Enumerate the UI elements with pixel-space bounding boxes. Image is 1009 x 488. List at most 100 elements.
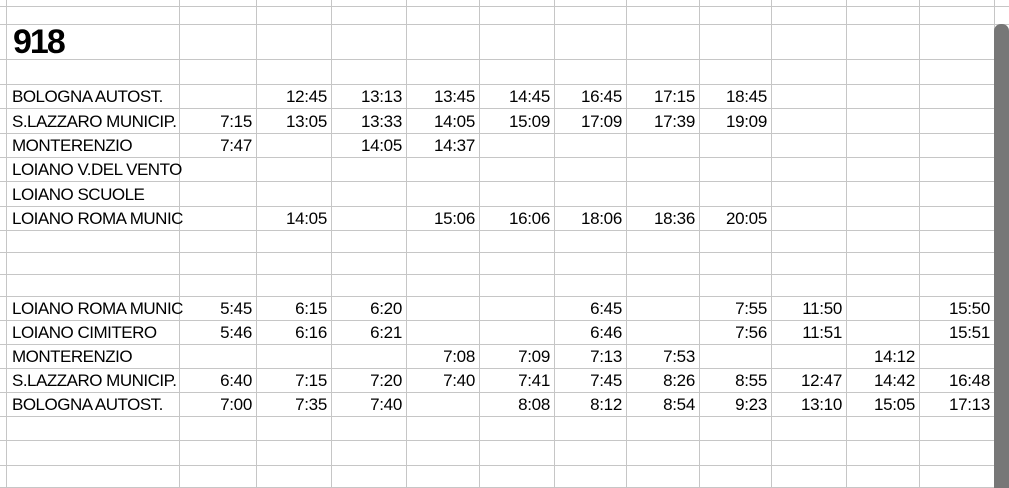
grid-cell[interactable] — [0, 369, 7, 393]
grid-cell[interactable] — [480, 321, 555, 345]
time-cell[interactable]: 12:45 — [257, 85, 332, 109]
grid-cell[interactable] — [0, 253, 7, 275]
grid-cell[interactable] — [7, 231, 180, 253]
grid-cell[interactable] — [0, 297, 7, 321]
stop-name-cell[interactable]: LOIANO ROMA MUNIC — [7, 207, 183, 231]
grid-cell[interactable] — [257, 417, 332, 441]
time-cell[interactable]: 7:55 — [700, 297, 772, 321]
grid-cell[interactable] — [627, 182, 700, 207]
grid-cell[interactable] — [332, 207, 407, 231]
grid-cell[interactable] — [847, 7, 920, 25]
grid-cell[interactable] — [700, 134, 772, 158]
grid-cell[interactable] — [847, 253, 920, 275]
grid-cell[interactable] — [700, 158, 772, 182]
time-cell[interactable]: 7:15 — [257, 369, 332, 393]
time-cell[interactable]: 17:13 — [920, 393, 995, 417]
time-cell[interactable]: 7:40 — [332, 393, 407, 417]
grid-cell[interactable] — [332, 0, 407, 7]
grid-cell[interactable] — [627, 441, 700, 466]
grid-cell[interactable] — [0, 25, 7, 60]
grid-cell[interactable] — [847, 60, 920, 85]
time-cell[interactable]: 15:06 — [407, 207, 480, 231]
grid-cell[interactable] — [920, 7, 995, 25]
grid-cell[interactable] — [700, 25, 772, 60]
grid-cell[interactable] — [772, 158, 847, 182]
time-cell[interactable]: 16:48 — [920, 369, 995, 393]
grid-cell[interactable] — [480, 417, 555, 441]
grid-cell[interactable] — [627, 297, 700, 321]
grid-cell[interactable] — [627, 275, 700, 297]
grid-cell[interactable] — [332, 231, 407, 253]
time-cell[interactable]: 14:37 — [407, 134, 480, 158]
time-cell[interactable]: 8:55 — [700, 369, 772, 393]
grid-cell[interactable] — [407, 0, 480, 7]
time-cell[interactable]: 7:35 — [257, 393, 332, 417]
time-cell[interactable]: 15:09 — [480, 109, 555, 134]
grid-cell[interactable] — [0, 231, 7, 253]
time-cell[interactable]: 7:53 — [627, 345, 700, 369]
grid-cell[interactable] — [772, 0, 847, 7]
grid-cell[interactable] — [480, 158, 555, 182]
vertical-scrollbar-thumb[interactable] — [994, 24, 1009, 488]
time-cell[interactable]: 18:06 — [555, 207, 627, 231]
grid-cell[interactable] — [180, 466, 257, 488]
grid-cell[interactable] — [700, 0, 772, 7]
grid-cell[interactable] — [407, 441, 480, 466]
grid-cell[interactable] — [700, 7, 772, 25]
grid-cell[interactable] — [772, 417, 847, 441]
grid-cell[interactable] — [920, 60, 995, 85]
grid-cell[interactable] — [7, 0, 180, 7]
time-cell[interactable]: 17:09 — [555, 109, 627, 134]
grid-cell[interactable] — [627, 417, 700, 441]
time-cell[interactable]: 17:15 — [627, 85, 700, 109]
grid-cell[interactable] — [627, 231, 700, 253]
grid-cell[interactable] — [480, 275, 555, 297]
stop-name-cell[interactable]: MONTERENZIO — [7, 134, 180, 158]
grid-cell[interactable] — [847, 466, 920, 488]
grid-cell[interactable] — [772, 441, 847, 466]
grid-cell[interactable] — [772, 60, 847, 85]
grid-cell[interactable] — [555, 25, 627, 60]
grid-cell[interactable] — [480, 25, 555, 60]
grid-cell[interactable] — [332, 253, 407, 275]
grid-cell[interactable] — [772, 25, 847, 60]
time-cell[interactable]: 8:54 — [627, 393, 700, 417]
time-cell[interactable]: 7:40 — [407, 369, 480, 393]
grid-cell[interactable] — [847, 441, 920, 466]
grid-cell[interactable] — [257, 25, 332, 60]
grid-cell[interactable] — [480, 0, 555, 7]
time-cell[interactable]: 11:51 — [772, 321, 847, 345]
grid-cell[interactable] — [847, 25, 920, 60]
grid-cell[interactable] — [772, 207, 847, 231]
grid-cell[interactable] — [0, 207, 7, 231]
grid-cell[interactable] — [480, 7, 555, 25]
grid-cell[interactable] — [257, 182, 332, 207]
time-cell[interactable]: 15:50 — [920, 297, 995, 321]
grid-cell[interactable] — [407, 231, 480, 253]
time-cell[interactable]: 7:41 — [480, 369, 555, 393]
grid-cell[interactable] — [407, 297, 480, 321]
grid-cell[interactable] — [180, 253, 257, 275]
grid-cell[interactable] — [0, 321, 7, 345]
grid-cell[interactable] — [407, 393, 480, 417]
grid-cell[interactable] — [920, 231, 995, 253]
grid-cell[interactable] — [847, 158, 920, 182]
time-cell[interactable]: 11:50 — [772, 297, 847, 321]
grid-cell[interactable] — [407, 158, 480, 182]
grid-cell[interactable] — [407, 60, 480, 85]
time-cell[interactable]: 7:45 — [555, 369, 627, 393]
grid-cell[interactable] — [332, 345, 407, 369]
time-cell[interactable]: 15:05 — [847, 393, 920, 417]
grid-cell[interactable] — [0, 85, 7, 109]
grid-cell[interactable] — [920, 0, 995, 7]
time-cell[interactable]: 13:13 — [332, 85, 407, 109]
grid-cell[interactable] — [772, 7, 847, 25]
grid-cell[interactable] — [332, 182, 407, 207]
time-cell[interactable]: 9:23 — [700, 393, 772, 417]
grid-cell[interactable] — [7, 466, 180, 488]
grid-cell[interactable] — [700, 345, 772, 369]
time-cell[interactable]: 8:12 — [555, 393, 627, 417]
grid-cell[interactable] — [257, 134, 332, 158]
grid-cell[interactable] — [332, 60, 407, 85]
grid-cell[interactable] — [555, 441, 627, 466]
